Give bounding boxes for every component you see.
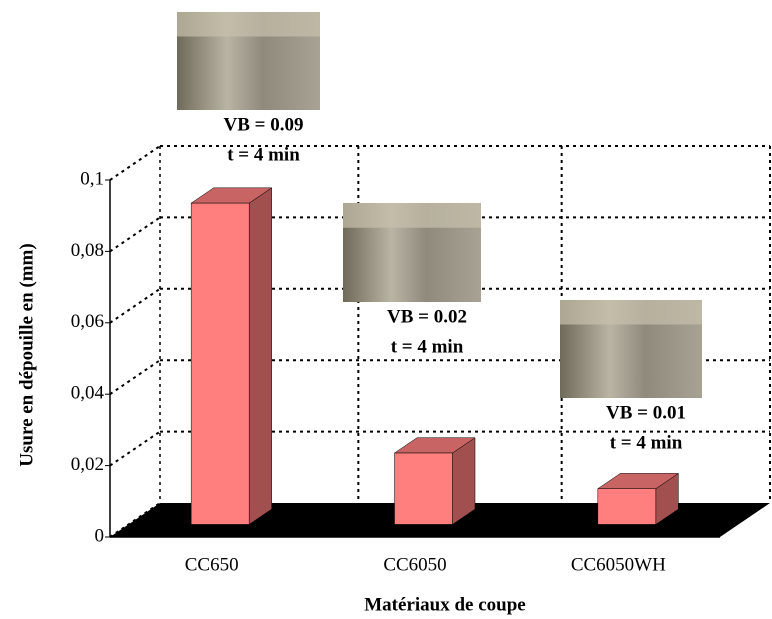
x-axis-title: Matériaux de coupe xyxy=(364,594,525,615)
grid-line xyxy=(109,216,161,253)
y-tick-label: 0 xyxy=(95,525,105,546)
bar xyxy=(190,202,250,525)
annotation: t = 4 min xyxy=(391,336,464,357)
y-tick-label: 0,02 xyxy=(71,454,104,475)
y-tick-label: 0,08 xyxy=(71,240,104,261)
annotation: VB = 0.09 xyxy=(224,114,304,135)
annotation: VB = 0.02 xyxy=(387,306,467,327)
grid-line xyxy=(109,287,161,324)
annotation: t = 4 min xyxy=(227,144,300,165)
photo-edge xyxy=(343,203,481,228)
grid-line xyxy=(109,430,161,467)
photo-edge xyxy=(177,12,320,37)
annotation: VB = 0.01 xyxy=(606,402,686,423)
x-tick-label: CC6050WH xyxy=(571,554,666,575)
y-tick-label: 0,06 xyxy=(71,311,104,332)
photo-edge xyxy=(560,300,702,325)
annotation: t = 4 min xyxy=(610,432,683,453)
bar-side xyxy=(248,187,272,525)
bar xyxy=(394,452,453,525)
y-tick-label: 0,04 xyxy=(71,383,105,404)
grid-line xyxy=(109,502,161,538)
bar xyxy=(597,488,657,525)
grid-line xyxy=(109,145,161,181)
y-axis-title: Usure en dépouille en (mm) xyxy=(16,243,37,466)
x-tick-label: CC6050 xyxy=(383,554,446,575)
grid-line xyxy=(109,359,161,396)
x-tick-label: CC650 xyxy=(185,554,239,575)
y-tick-label: 0,1 xyxy=(80,168,104,189)
